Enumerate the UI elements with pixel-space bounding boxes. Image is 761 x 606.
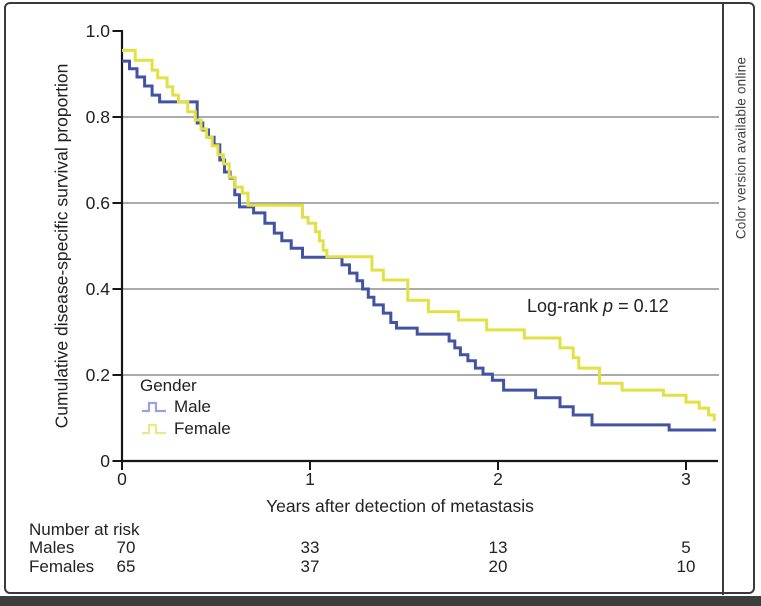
annotation-p: p (603, 296, 614, 316)
ytick-0.4: 0.4 (85, 279, 110, 299)
legend-title: Gender (140, 376, 197, 395)
ytick-0.8: 0.8 (85, 107, 110, 127)
legend-item-male: Male (141, 398, 211, 416)
female-step-icon (142, 423, 166, 435)
ytick-0.2: 0.2 (85, 365, 110, 385)
risk-row-label-males: Males (29, 538, 75, 557)
x-axis-title: Years after detection of metastasis (266, 496, 534, 516)
risk-females-y1: 37 (300, 557, 320, 576)
log-rank-annotation: Log-rank p = 0.12 (527, 296, 669, 317)
y-axis-ticks (112, 30, 122, 462)
sidebar-divider (722, 3, 724, 595)
legend-label-male: Male (174, 397, 211, 416)
legend-item-female: Female (141, 420, 231, 438)
gridlines (122, 116, 719, 376)
x-axis-ticks (121, 461, 687, 470)
risk-females-y0: 65 (116, 557, 136, 576)
figure-border (4, 2, 755, 594)
ytick-1.0: 1.0 (85, 21, 110, 41)
risk-males-y1: 33 (300, 538, 320, 557)
risk-row-label-females: Females (29, 557, 95, 576)
y-axis-title: Cumulative disease-specific survival pro… (51, 63, 72, 429)
female-survival-curve (122, 48, 716, 421)
risk-table-title: Number at risk (29, 520, 140, 539)
legend-label-female: Female (174, 419, 231, 438)
xtick-3: 3 (681, 469, 691, 489)
ytick-0: 0 (100, 451, 110, 471)
risk-males-y2: 13 (488, 538, 508, 557)
male-step-icon (142, 401, 166, 413)
risk-males-y3: 5 (681, 538, 691, 557)
annotation-prefix: Log-rank (527, 296, 604, 316)
ytick-0.6: 0.6 (85, 193, 110, 213)
axis-lines (120, 30, 718, 463)
xtick-0: 0 (117, 469, 127, 489)
xtick-1: 1 (305, 469, 315, 489)
annotation-suffix: = 0.12 (613, 296, 669, 316)
bottom-edge-bar (0, 596, 761, 606)
risk-females-y3: 10 (676, 557, 696, 576)
risk-males-y0: 70 (116, 538, 136, 557)
xtick-2: 2 (493, 469, 503, 489)
risk-females-y2: 20 (488, 557, 508, 576)
